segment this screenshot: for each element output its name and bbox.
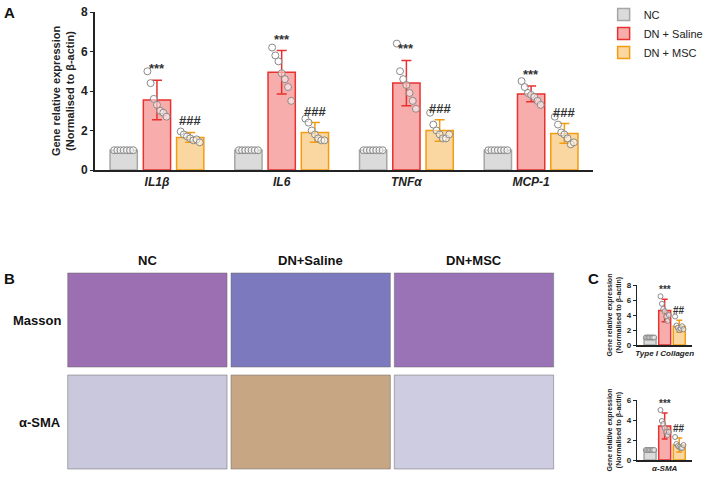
- svg-text:TNFα: TNFα: [391, 175, 422, 189]
- svg-text:6: 6: [81, 45, 88, 59]
- svg-text:8: 8: [81, 5, 88, 19]
- svg-text:4: 4: [627, 416, 632, 425]
- svg-text:4: 4: [627, 311, 632, 320]
- svg-text:8: 8: [627, 281, 632, 290]
- svg-text:##: ##: [673, 423, 685, 434]
- svg-text:IL1β: IL1β: [145, 175, 170, 189]
- svg-text:0: 0: [627, 456, 632, 465]
- svg-text:Gene relative expression(Norma: Gene relative expression(Normalised to β…: [50, 26, 76, 157]
- svg-text:###: ###: [553, 105, 575, 120]
- svg-text:***: ***: [149, 61, 165, 76]
- svg-text:α-SMA: α-SMA: [652, 464, 678, 473]
- svg-text:2: 2: [627, 436, 632, 445]
- svg-text:6: 6: [627, 396, 632, 405]
- svg-text:###: ###: [429, 101, 451, 116]
- svg-text:DN+Saline: DN+Saline: [278, 253, 343, 268]
- svg-text:***: ***: [659, 398, 671, 409]
- svg-text:***: ***: [523, 67, 539, 82]
- svg-text:NC: NC: [644, 9, 660, 21]
- svg-text:C: C: [588, 270, 599, 287]
- svg-text:0: 0: [627, 341, 632, 350]
- svg-text:6: 6: [627, 296, 632, 305]
- svg-text:0: 0: [81, 163, 88, 177]
- svg-text:DN + MSC: DN + MSC: [644, 47, 697, 59]
- svg-text:DN+MSC: DN+MSC: [446, 253, 502, 268]
- svg-text:NC: NC: [138, 253, 157, 268]
- svg-text:###: ###: [179, 113, 201, 128]
- svg-text:***: ***: [659, 284, 671, 295]
- svg-text:A: A: [4, 4, 15, 21]
- svg-text:Gene relative expression(Norma: Gene relative expression(Normalised to β…: [606, 389, 623, 472]
- svg-text:***: ***: [398, 41, 414, 56]
- svg-text:MCP-1: MCP-1: [512, 175, 550, 189]
- svg-text:IL6: IL6: [273, 175, 291, 189]
- svg-text:***: ***: [274, 32, 290, 47]
- svg-text:Masson: Masson: [13, 313, 61, 328]
- svg-text:2: 2: [81, 124, 88, 138]
- svg-text:##: ##: [673, 305, 685, 316]
- svg-text:4: 4: [81, 84, 88, 98]
- svg-text:2: 2: [627, 326, 632, 335]
- svg-text:Type I Collagen: Type I Collagen: [635, 349, 694, 358]
- svg-text:###: ###: [304, 104, 326, 119]
- svg-text:B: B: [4, 270, 15, 287]
- svg-text:DN + Saline: DN + Saline: [644, 28, 703, 40]
- svg-text:Gene relative expression(Norma: Gene relative expression(Normalised to β…: [606, 274, 623, 357]
- svg-text:α-SMA: α-SMA: [19, 415, 61, 430]
